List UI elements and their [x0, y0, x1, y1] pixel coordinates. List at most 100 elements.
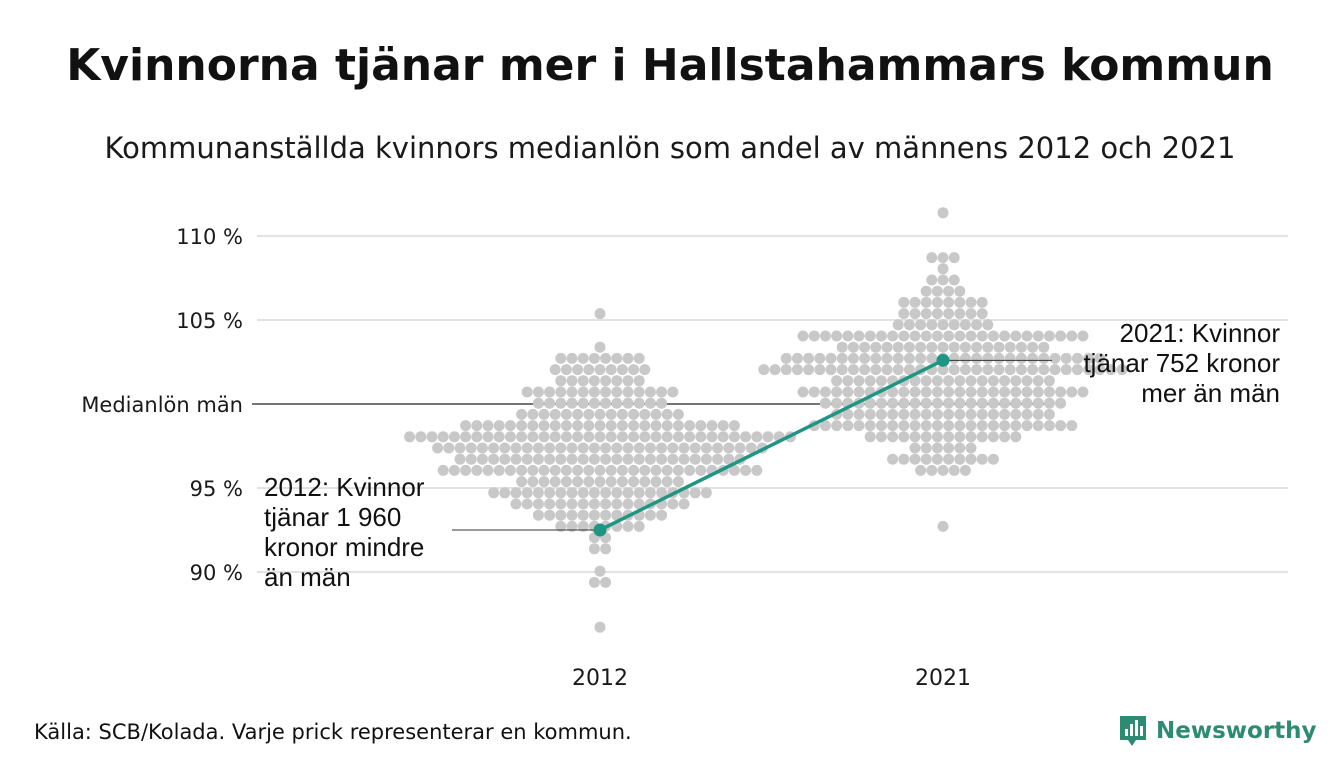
- dot-2012: [471, 431, 483, 443]
- dot-2021: [819, 330, 831, 342]
- dot-2012: [437, 464, 449, 476]
- dot-2021: [937, 274, 949, 286]
- dot-2021: [1032, 420, 1044, 432]
- dot-2021: [842, 375, 854, 387]
- dot-2012: [516, 431, 528, 443]
- dot-2021: [987, 386, 999, 398]
- dot-2021: [943, 330, 955, 342]
- dot-2012: [488, 453, 500, 465]
- dot-2012: [661, 408, 673, 420]
- dot-2021: [1038, 364, 1050, 376]
- dot-2012: [667, 386, 679, 398]
- dot-2021: [1032, 408, 1044, 420]
- dot-2012: [661, 464, 673, 476]
- dot-2012: [616, 420, 628, 432]
- source-note: Källa: SCB/Kolada. Varje prick represent…: [34, 720, 632, 744]
- dot-2012: [633, 487, 645, 499]
- dot-2021: [1043, 375, 1055, 387]
- dot-2021: [864, 420, 876, 432]
- dot-2012: [566, 375, 578, 387]
- dot-2012: [611, 386, 623, 398]
- dot-2012: [740, 464, 752, 476]
- dot-2012: [544, 442, 556, 454]
- dot-2021: [1049, 364, 1061, 376]
- dot-2021: [915, 341, 927, 353]
- dot-2021: [1010, 431, 1022, 443]
- dot-2021: [965, 296, 977, 308]
- dot-2021: [1010, 408, 1022, 420]
- dot-2021: [909, 330, 921, 342]
- dot-2012: [471, 464, 483, 476]
- dot-2021: [948, 252, 960, 264]
- dot-2012: [460, 464, 472, 476]
- dot-2012: [465, 442, 477, 454]
- dot-2012: [751, 431, 763, 443]
- dot-2021: [999, 408, 1011, 420]
- dot-2012: [538, 431, 550, 443]
- dot-2021: [926, 352, 938, 364]
- dot-2012: [516, 464, 528, 476]
- dot-2021: [965, 308, 977, 320]
- dot-2012: [650, 420, 662, 432]
- dot-2021: [976, 296, 988, 308]
- dot-2021: [920, 431, 932, 443]
- dot-2012: [695, 420, 707, 432]
- dot-2012: [521, 498, 533, 510]
- dot-2012: [656, 397, 668, 409]
- dot-2021: [909, 442, 921, 454]
- dot-2021: [931, 330, 943, 342]
- dot-2012: [560, 408, 572, 420]
- dot-2012: [611, 442, 623, 454]
- dot-2012: [600, 509, 612, 521]
- dot-2012: [661, 420, 673, 432]
- dot-2021: [926, 341, 938, 353]
- annotation-2012-line-2: kronor mindre: [264, 532, 424, 562]
- dot-2021: [864, 375, 876, 387]
- dot-2021: [909, 296, 921, 308]
- dot-2021: [1066, 386, 1078, 398]
- dot-2021: [842, 386, 854, 398]
- dot-2012: [600, 397, 612, 409]
- dot-2021: [887, 408, 899, 420]
- dot-2012: [762, 431, 774, 443]
- dot-2021: [948, 319, 960, 331]
- dot-2012: [717, 431, 729, 443]
- dot-2012: [628, 420, 640, 432]
- dot-2021: [965, 386, 977, 398]
- dot-2012: [728, 464, 740, 476]
- dot-2012: [611, 487, 623, 499]
- beeswarm-dots: [404, 207, 1128, 633]
- dot-2012: [717, 420, 729, 432]
- dot-2021: [898, 420, 910, 432]
- dot-2012: [499, 453, 511, 465]
- dot-2021: [808, 330, 820, 342]
- dot-2012: [583, 476, 595, 488]
- dot-2021: [965, 375, 977, 387]
- dot-2012: [734, 442, 746, 454]
- newsworthy-logo-icon: [1120, 716, 1146, 746]
- dot-2021: [1010, 386, 1022, 398]
- dot-2021: [943, 431, 955, 443]
- dot-2012: [605, 420, 617, 432]
- dot-2021: [920, 285, 932, 297]
- dot-2012: [583, 464, 595, 476]
- dot-2012: [555, 487, 567, 499]
- dot-2021: [1027, 364, 1039, 376]
- dot-2021: [1055, 397, 1067, 409]
- dot-2012: [521, 386, 533, 398]
- dot-2012: [538, 420, 550, 432]
- dot-2012: [667, 442, 679, 454]
- dot-2021: [948, 364, 960, 376]
- dot-2012: [656, 509, 668, 521]
- dot-2012: [510, 442, 522, 454]
- dot-2012: [650, 431, 662, 443]
- dot-2012: [572, 364, 584, 376]
- dot-2012: [493, 431, 505, 443]
- dot-2012: [594, 308, 606, 320]
- dot-2012: [639, 431, 651, 443]
- dot-2021: [875, 420, 887, 432]
- dot-2012: [544, 386, 556, 398]
- dot-2012: [672, 476, 684, 488]
- dot-2021: [842, 408, 854, 420]
- dot-2012: [600, 453, 612, 465]
